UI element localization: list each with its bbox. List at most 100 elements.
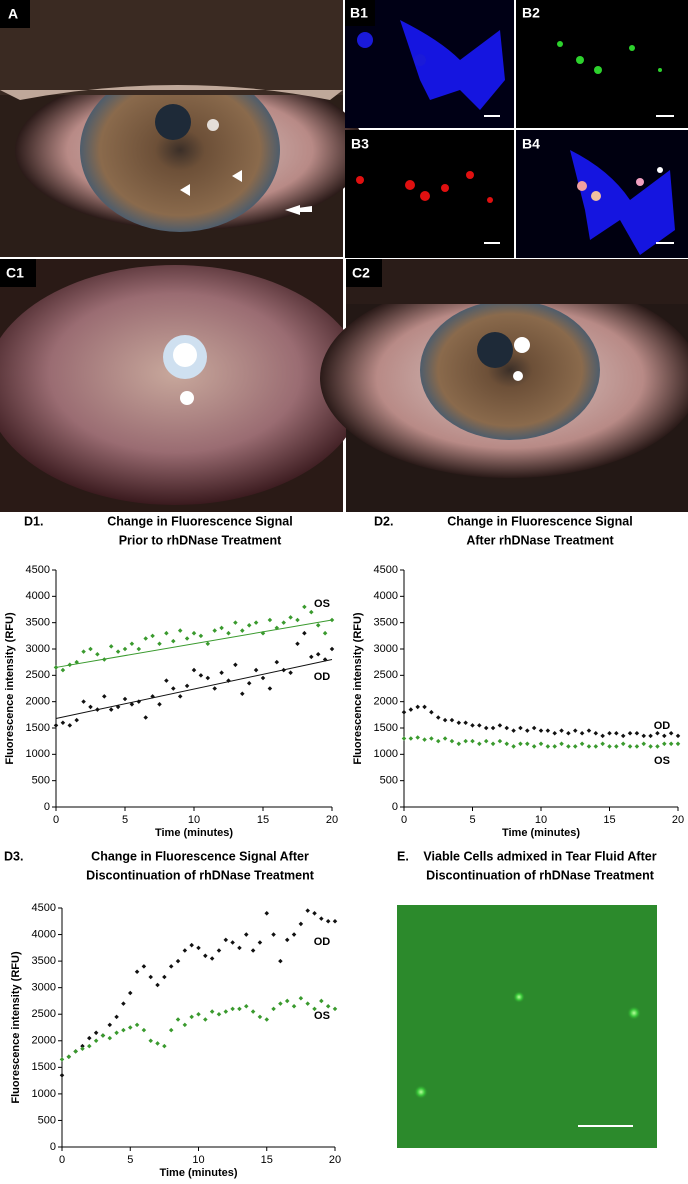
panel-title: Discontinuation of rhDNase Treatment <box>426 868 655 882</box>
data-point <box>93 1030 99 1036</box>
data-point <box>552 731 557 736</box>
data-point <box>250 948 256 953</box>
panel-label: D3. <box>4 849 23 863</box>
data-point <box>648 744 653 749</box>
data-point <box>226 630 231 636</box>
data-point <box>572 728 578 733</box>
data-point <box>233 620 238 625</box>
y-tick-label: 4500 <box>374 564 398 576</box>
data-point <box>175 1017 181 1022</box>
data-point <box>168 1027 174 1033</box>
data-point <box>81 649 86 654</box>
data-point <box>260 675 266 681</box>
data-point <box>284 998 290 1004</box>
data-point <box>162 1043 167 1049</box>
data-point <box>80 1046 85 1052</box>
data-point <box>408 736 414 741</box>
data-point <box>107 1035 113 1041</box>
data-point <box>223 937 229 943</box>
x-tick-label: 0 <box>59 1154 65 1166</box>
data-point <box>504 741 510 747</box>
panel-label: B4 <box>522 136 540 152</box>
panel-label: C2 <box>352 265 370 281</box>
data-point <box>223 1009 229 1014</box>
data-point <box>309 609 314 615</box>
data-point <box>240 691 245 697</box>
data-point <box>315 623 321 628</box>
data-point <box>408 707 414 712</box>
data-point <box>298 996 304 1001</box>
x-tick-label: 10 <box>535 814 547 826</box>
data-point <box>60 720 66 725</box>
x-tick-label: 20 <box>326 814 338 826</box>
data-point <box>497 723 503 728</box>
data-point <box>230 940 235 945</box>
data-point <box>278 1001 283 1006</box>
y-tick-label: 1500 <box>32 1061 56 1073</box>
data-point <box>93 1038 99 1044</box>
data-point <box>566 744 571 749</box>
data-point <box>312 911 317 916</box>
data-point <box>435 738 441 744</box>
data-point <box>634 744 640 749</box>
micrograph <box>397 905 657 1148</box>
data-point <box>675 741 681 747</box>
data-point <box>274 659 280 665</box>
data-point <box>184 636 190 641</box>
data-point <box>244 1003 249 1009</box>
data-point <box>298 921 304 927</box>
data-point <box>470 723 475 728</box>
data-point <box>177 628 183 633</box>
data-point <box>305 908 310 913</box>
data-point <box>305 1001 310 1006</box>
data-point <box>586 728 592 733</box>
data-point <box>205 675 211 681</box>
data-point <box>429 736 434 741</box>
chart-title: Change in Fluorescence Signal <box>447 514 632 528</box>
data-point <box>271 1006 276 1012</box>
data-point <box>189 1014 194 1020</box>
data-point <box>246 623 252 628</box>
data-point <box>80 1043 85 1049</box>
series-label: OS <box>314 1010 330 1022</box>
data-point <box>212 628 217 633</box>
data-point <box>219 670 224 675</box>
y-tick-label: 4000 <box>32 928 56 940</box>
data-point <box>264 1017 270 1022</box>
data-point <box>253 620 259 625</box>
data-point <box>108 644 114 649</box>
x-tick-label: 5 <box>122 814 128 826</box>
data-point <box>600 733 605 739</box>
data-point <box>198 673 204 678</box>
x-tick-label: 0 <box>53 814 59 826</box>
x-tick-label: 0 <box>401 814 407 826</box>
data-point <box>143 715 148 720</box>
data-point <box>538 728 544 733</box>
data-point <box>295 641 300 646</box>
data-point <box>127 990 133 996</box>
data-point <box>511 744 516 749</box>
data-point <box>545 744 551 749</box>
data-point <box>322 630 328 636</box>
data-point <box>442 736 448 741</box>
data-point <box>600 741 605 747</box>
data-point <box>122 696 128 702</box>
data-point <box>175 958 181 964</box>
panel-label: E. <box>397 849 409 863</box>
data-point <box>53 723 59 728</box>
data-point <box>463 720 468 725</box>
series-label: OD <box>654 720 671 732</box>
data-point <box>614 731 619 736</box>
x-tick-label: 20 <box>329 1154 341 1166</box>
data-point <box>233 662 238 668</box>
data-point <box>456 720 462 725</box>
y-tick-label: 4500 <box>32 902 56 914</box>
data-point <box>463 738 468 744</box>
data-point <box>257 940 263 945</box>
y-tick-label: 3500 <box>32 955 56 967</box>
data-point <box>309 654 314 660</box>
y-tick-label: 3500 <box>374 617 398 629</box>
data-point <box>641 733 647 739</box>
y-tick-label: 2000 <box>374 696 398 708</box>
data-point <box>271 932 276 937</box>
